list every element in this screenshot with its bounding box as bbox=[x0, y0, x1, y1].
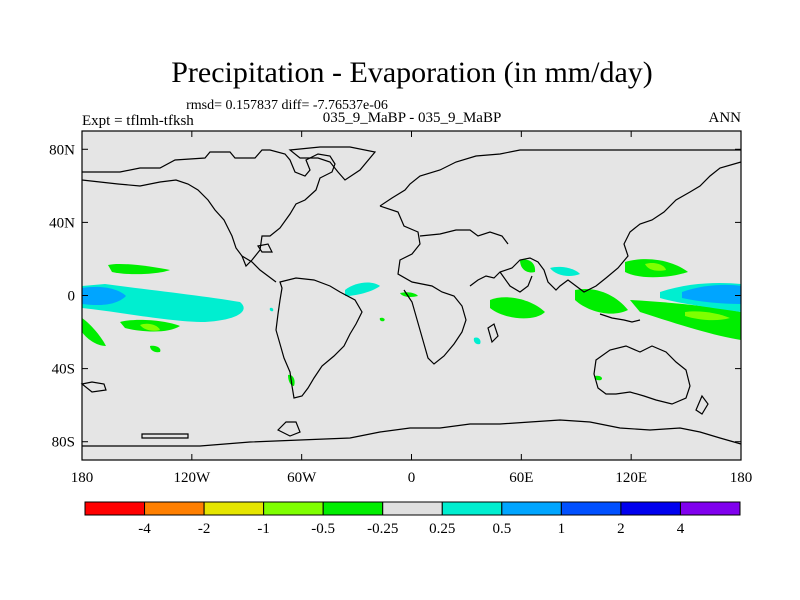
coastline-greenland bbox=[288, 146, 377, 181]
colorbar-label: -0.25 bbox=[367, 521, 398, 537]
colorbar-swatch bbox=[203, 501, 265, 516]
blue-core-west bbox=[82, 286, 126, 306]
green-patch-spcz bbox=[630, 300, 741, 340]
coastline-arabia bbox=[499, 271, 533, 293]
colorbar-swatch bbox=[84, 501, 146, 516]
subtitle-left: Expt = tflmh-tfksh bbox=[82, 113, 194, 129]
y-tick-label: 80N bbox=[49, 142, 75, 158]
green-patch-small-3 bbox=[594, 375, 603, 381]
coastline-south-atlantic bbox=[80, 381, 107, 393]
coastline-central-america bbox=[241, 255, 277, 283]
x-tick-label: 180 bbox=[730, 470, 753, 486]
green-patch-small-1 bbox=[150, 345, 161, 353]
green-patch-small-4 bbox=[379, 317, 385, 322]
colorbar-swatch bbox=[679, 501, 741, 516]
colorbar-label: -1 bbox=[257, 521, 270, 537]
cyan-patch-indian bbox=[550, 266, 580, 276]
coastline-new-zealand bbox=[695, 394, 709, 415]
y-tick-label: 40S bbox=[52, 362, 75, 378]
colorbar-swatch bbox=[144, 501, 205, 516]
green-patch-africa bbox=[520, 259, 536, 273]
coastline-antarctica bbox=[82, 419, 742, 447]
green-patch-pacific-north bbox=[108, 263, 170, 275]
colorbar-swatch bbox=[560, 501, 622, 516]
colorbar-swatch bbox=[322, 501, 384, 516]
colorbar-label: 0.25 bbox=[429, 521, 455, 537]
colorbar-label: -0.5 bbox=[311, 521, 335, 537]
colorbar-label: -2 bbox=[198, 521, 211, 537]
subtitle-center: 035_9_MaBP - 035_9_MaBP bbox=[323, 110, 502, 126]
coastline-madagascar bbox=[487, 323, 499, 344]
coastlines bbox=[80, 146, 742, 447]
coastline-north-america bbox=[81, 149, 336, 268]
coastline-south-america bbox=[275, 277, 363, 399]
y-tick-label: 80S bbox=[52, 435, 75, 451]
coastline-mediterranean bbox=[419, 229, 509, 245]
colorbar-label: 4 bbox=[677, 521, 685, 537]
coastline-indonesia bbox=[599, 313, 641, 323]
coastline-ross-shelf bbox=[141, 433, 189, 439]
colorbar: -4 -2 -1 -0.5 -0.25 0.25 0.5 1 2 4 bbox=[84, 501, 741, 537]
y-tick-label: 40N bbox=[49, 215, 75, 231]
green-patch-indonesia bbox=[575, 288, 628, 314]
subtitle-right: ANN bbox=[709, 110, 742, 126]
colorbar-label: 2 bbox=[617, 521, 625, 537]
colorbar-swatch bbox=[620, 501, 681, 516]
cyan-patch-atlantic bbox=[345, 282, 380, 296]
map-axes: 180 120W 60W 0 60E 120E 180 80N 40N 0 40S 80S bbox=[49, 131, 752, 486]
colorbar-swatch bbox=[382, 501, 443, 516]
colorbar-swatch bbox=[501, 501, 562, 516]
colorbar-label: 0.5 bbox=[492, 521, 511, 537]
green-patch-atlantic bbox=[400, 292, 418, 297]
stats-text: rmsd= 0.157837 diff= -7.76537e-06 bbox=[186, 98, 388, 113]
x-tick-label: 120E bbox=[615, 470, 647, 486]
colorbar-swatch bbox=[263, 501, 324, 516]
lightgreen-core-spcz bbox=[685, 311, 730, 321]
map-layer bbox=[80, 146, 742, 447]
green-patch-west-edge bbox=[82, 318, 106, 346]
colorbar-label: -4 bbox=[138, 521, 151, 537]
cyan-patch-small-1 bbox=[473, 337, 481, 345]
lightgreen-core-wp bbox=[645, 262, 666, 271]
blue-core-east bbox=[682, 284, 741, 304]
lightgreen-core-pacific bbox=[140, 323, 160, 331]
colorbar-label: 1 bbox=[558, 521, 566, 537]
x-tick-label: 180 bbox=[71, 470, 94, 486]
x-tick-label: 120W bbox=[173, 470, 211, 486]
coastline-eurasia-africa bbox=[379, 149, 741, 207]
coastline-australia bbox=[593, 345, 691, 405]
colorbar-swatch bbox=[441, 501, 503, 516]
y-tick-label: 0 bbox=[68, 289, 76, 305]
coastline-antarctic-peninsula bbox=[276, 421, 301, 437]
chart-title: Precipitation - Evaporation (in mm/day) bbox=[171, 56, 653, 89]
x-tick-label: 0 bbox=[408, 470, 416, 486]
green-patch-indian bbox=[490, 297, 545, 319]
x-tick-label: 60E bbox=[509, 470, 533, 486]
coastline-europe-africa-west bbox=[379, 205, 467, 365]
x-tick-label: 60W bbox=[287, 470, 317, 486]
coastline-horn-asia bbox=[469, 161, 742, 293]
coastline-cuba bbox=[257, 243, 273, 253]
cyan-patch-small-2 bbox=[269, 307, 274, 312]
